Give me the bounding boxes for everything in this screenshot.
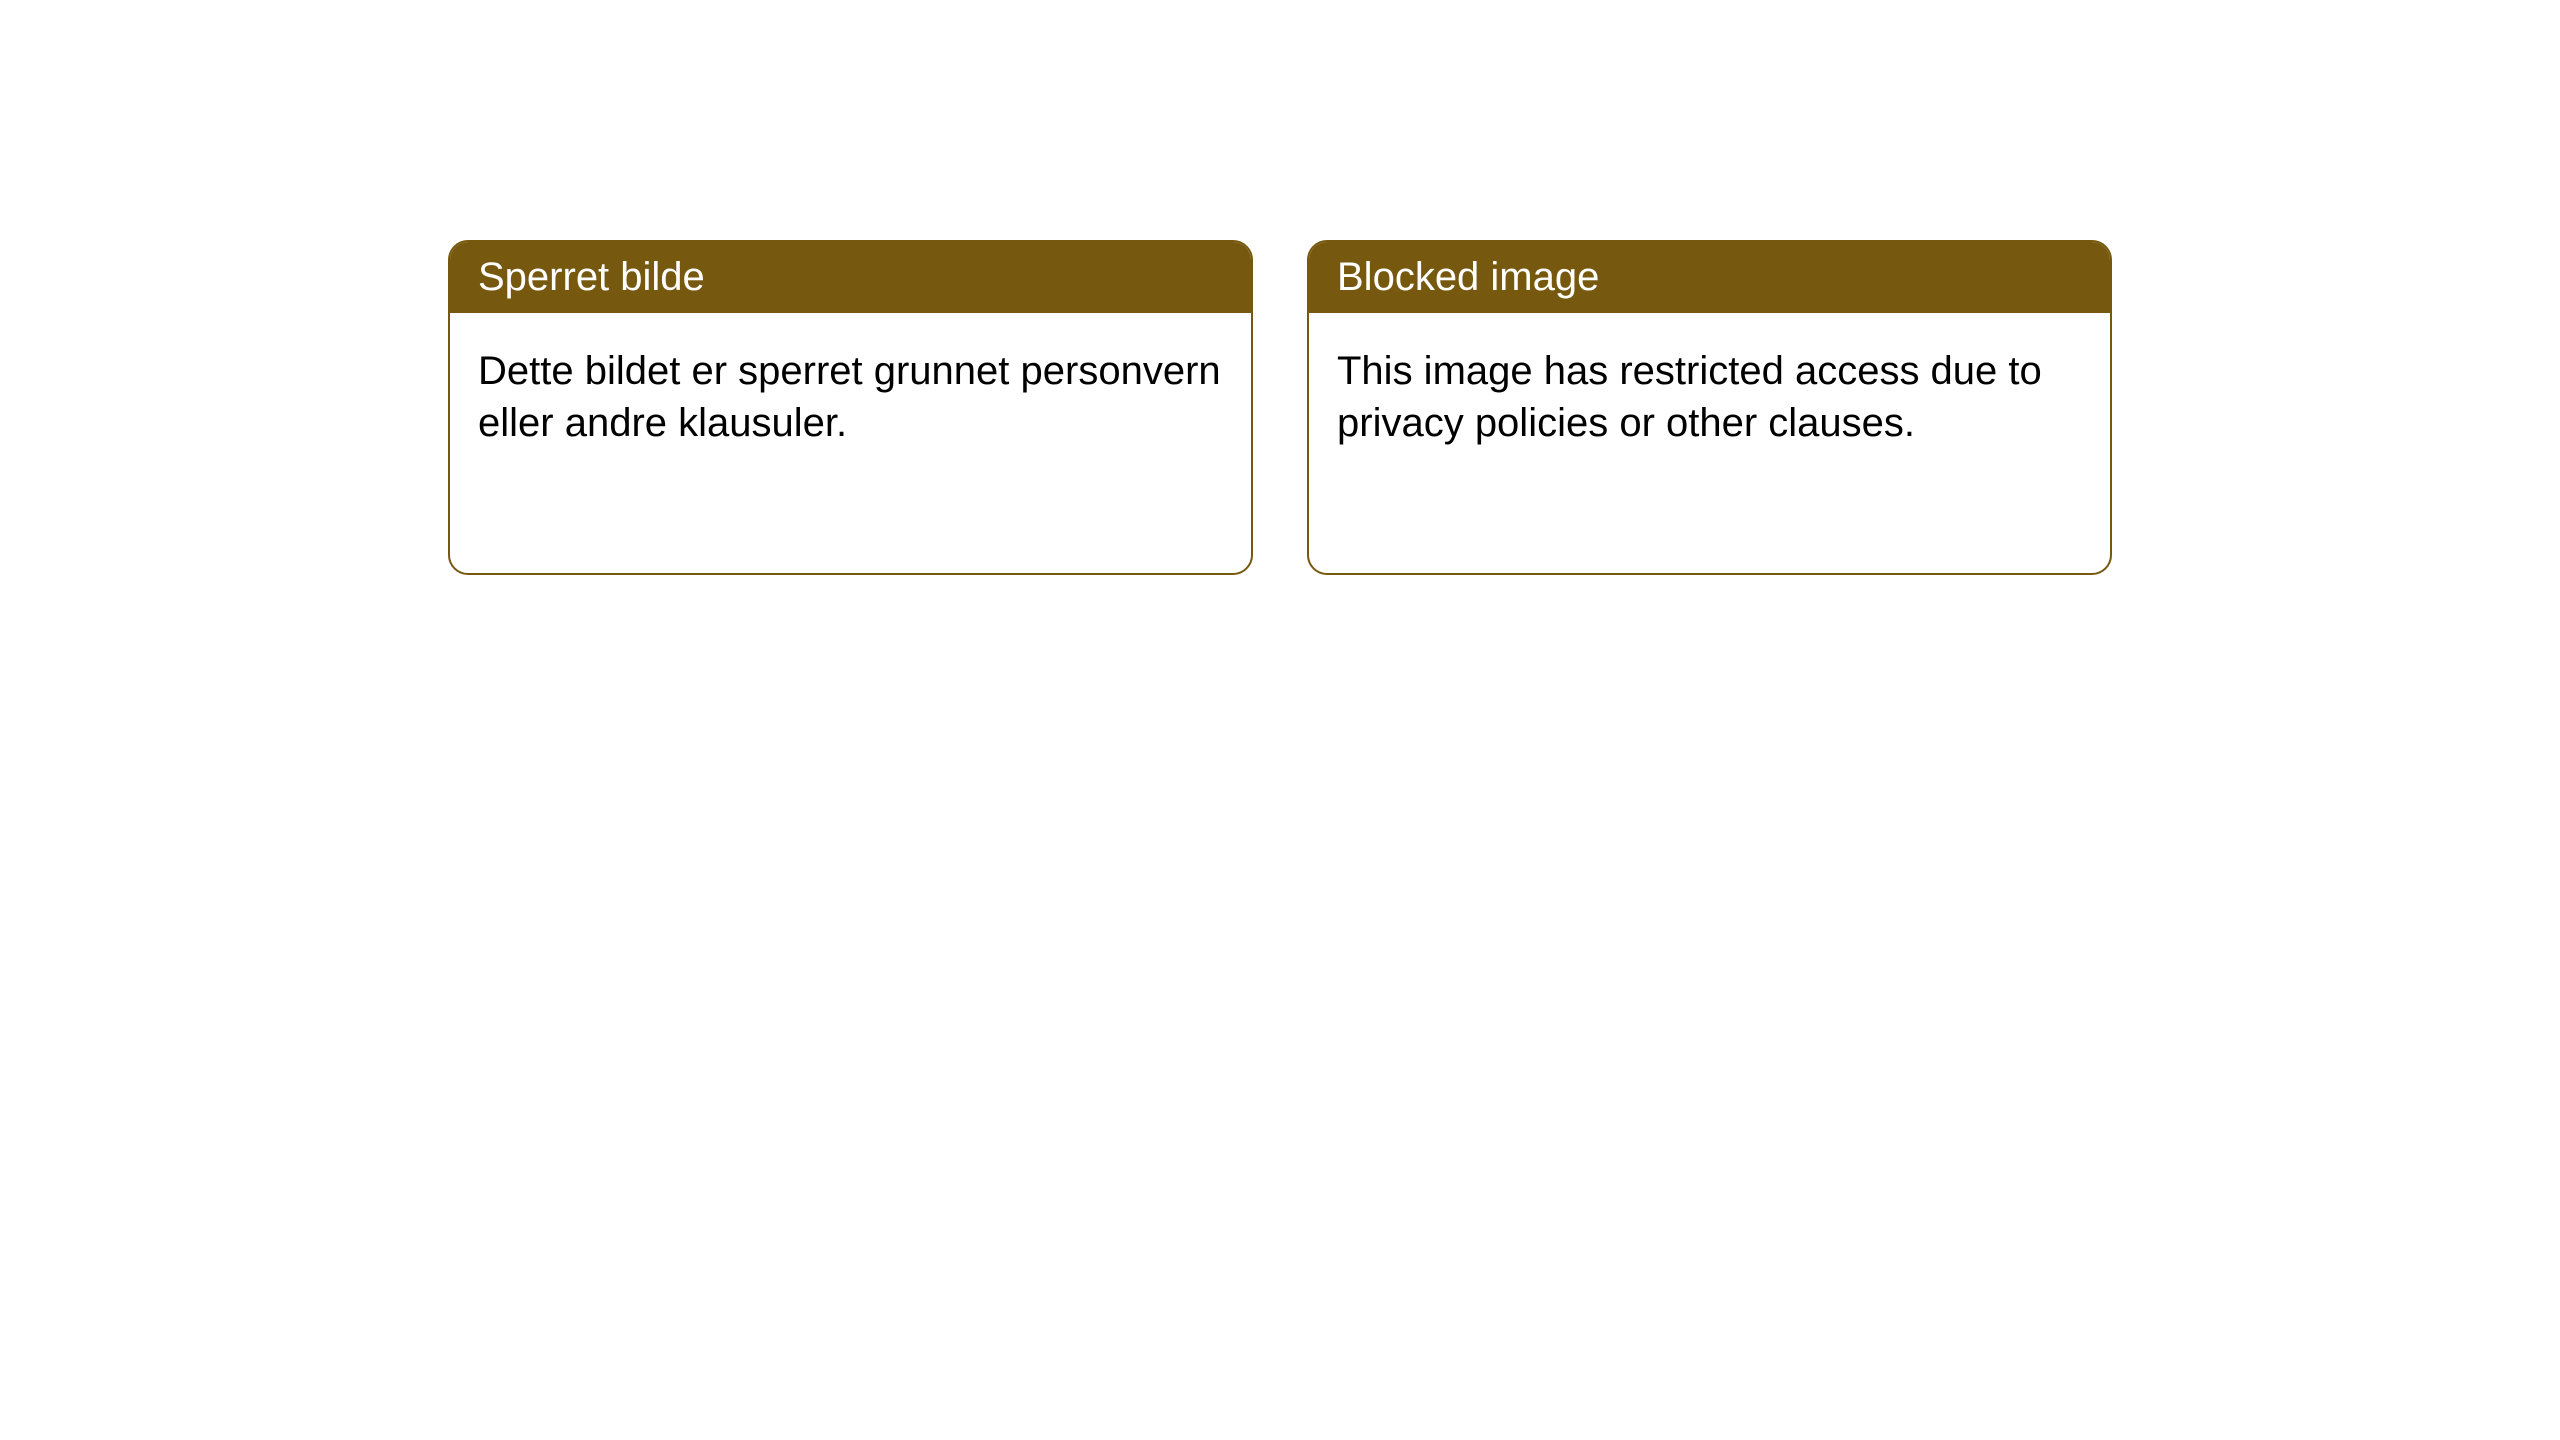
- card-title-en: Blocked image: [1337, 255, 1599, 299]
- card-body-text-no: Dette bildet er sperret grunnet personve…: [478, 349, 1221, 445]
- blocked-image-card-en: Blocked image This image has restricted …: [1307, 240, 2112, 575]
- notice-container: Sperret bilde Dette bildet er sperret gr…: [0, 0, 2560, 575]
- card-body-no: Dette bildet er sperret grunnet personve…: [450, 313, 1251, 481]
- card-header-no: Sperret bilde: [450, 242, 1251, 313]
- card-title-no: Sperret bilde: [478, 255, 705, 299]
- blocked-image-card-no: Sperret bilde Dette bildet er sperret gr…: [448, 240, 1253, 575]
- card-body-text-en: This image has restricted access due to …: [1337, 349, 2042, 445]
- card-header-en: Blocked image: [1309, 242, 2110, 313]
- card-body-en: This image has restricted access due to …: [1309, 313, 2110, 481]
